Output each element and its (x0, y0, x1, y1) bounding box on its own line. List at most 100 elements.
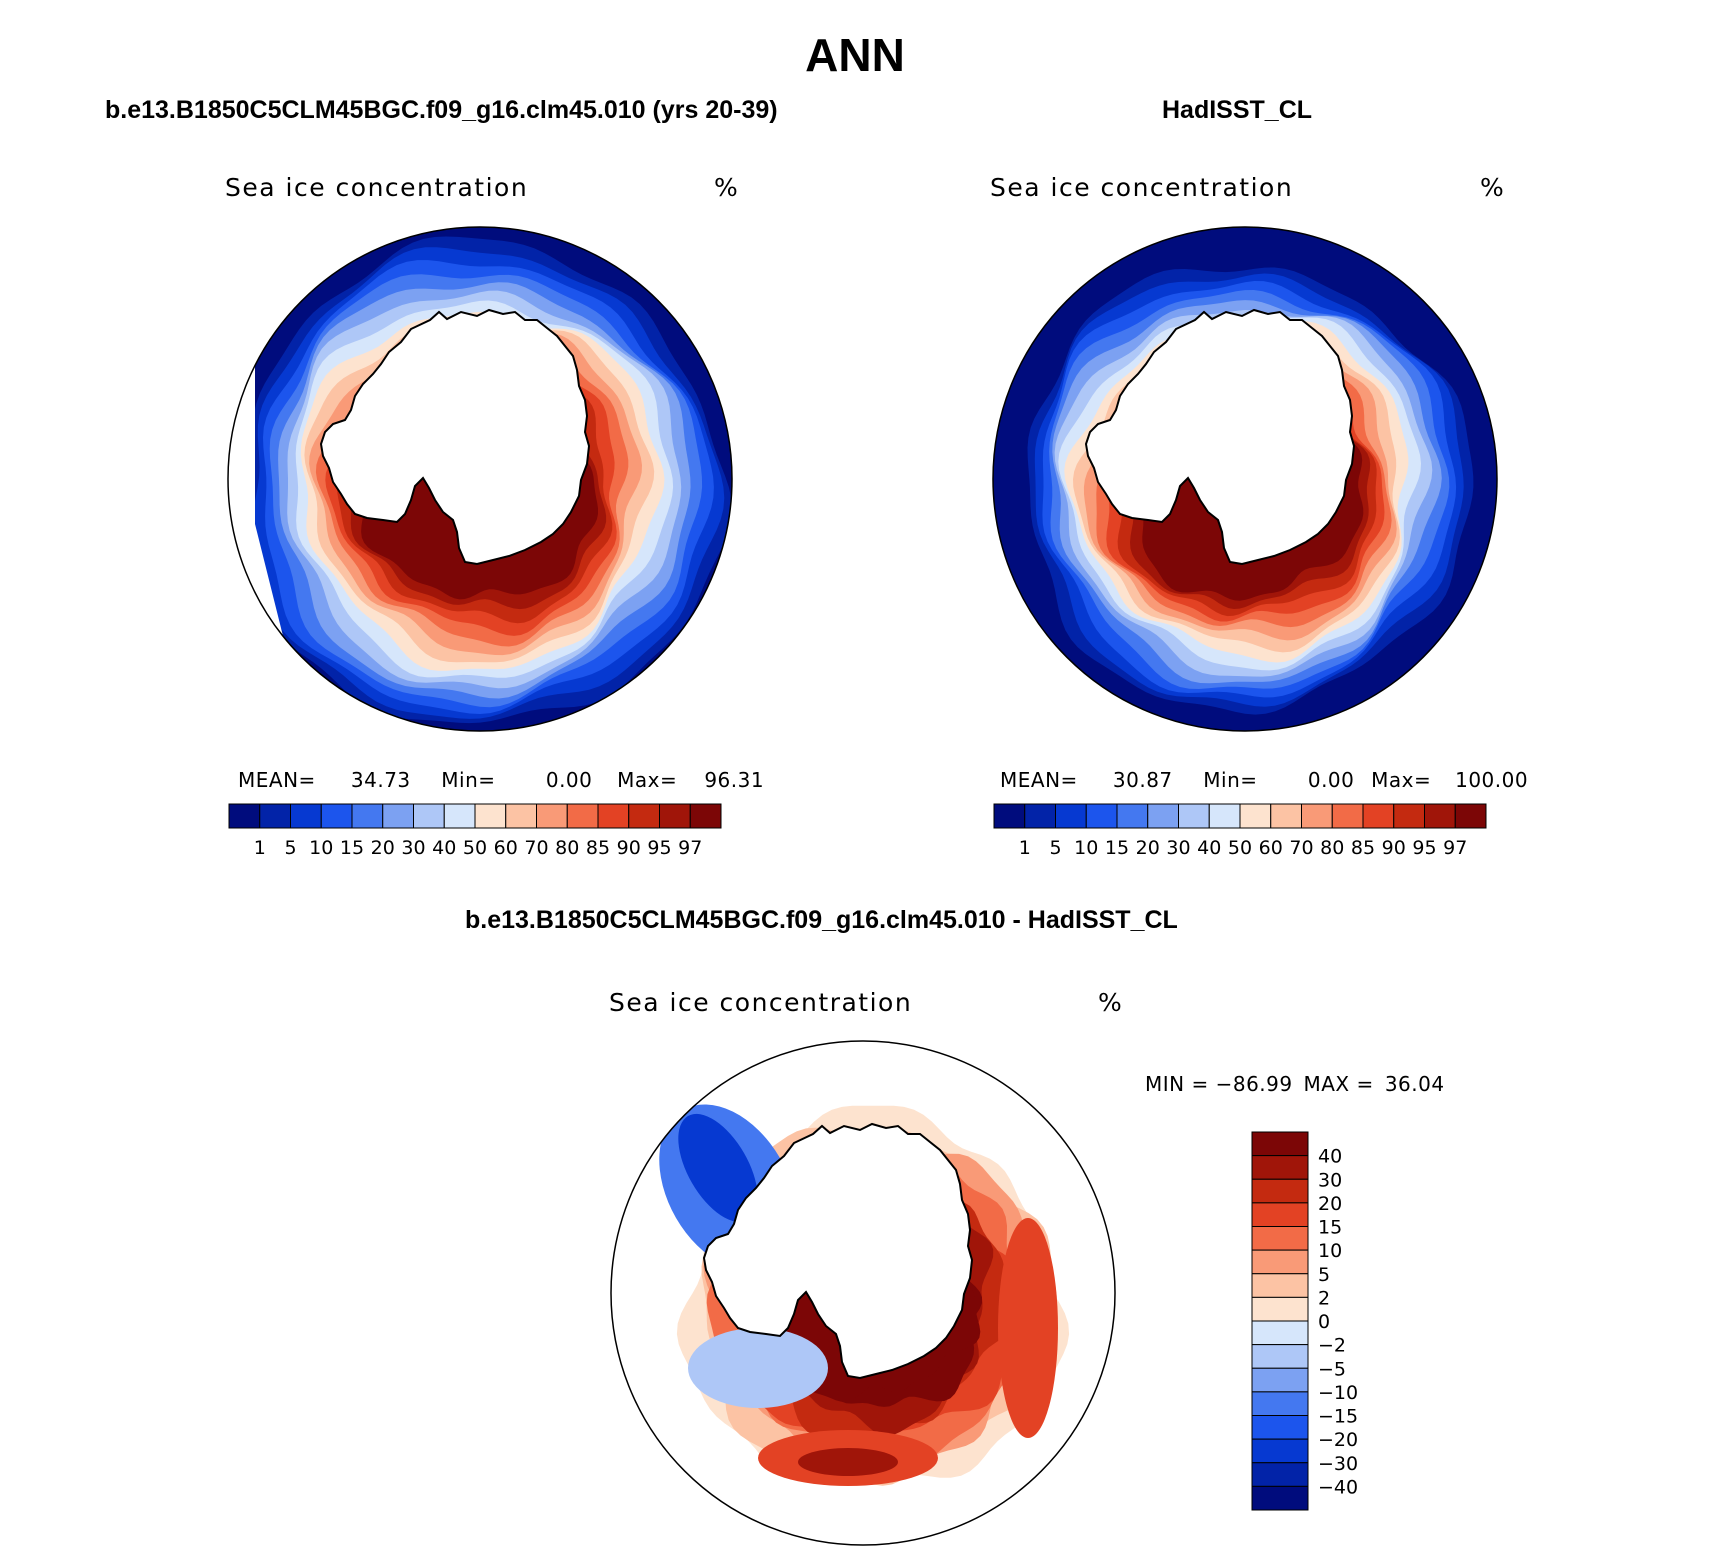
positive-anomaly-patch (998, 1218, 1058, 1438)
right-colorbar-tick-label: 95 (1412, 837, 1436, 859)
left-panel-stats: MEAN= 34.73 Min= 0.00 Max= 96.31 (238, 768, 764, 792)
left-colorbar-tick-label: 95 (647, 837, 671, 859)
left-colorbar-swatch (290, 803, 322, 829)
diff-colorbar-swatch (1251, 1178, 1309, 1204)
right-colorbar-tick-label: 15 (1105, 837, 1129, 859)
right-colorbar-tick-label: 1 (1019, 837, 1031, 859)
left-colorbar-swatch (628, 803, 660, 829)
antarctica-coastline (1084, 308, 1356, 566)
diff-colorbar-swatch (1251, 1438, 1309, 1464)
right-colorbar-tick-label: 40 (1197, 837, 1221, 859)
left-colorbar-tick-label: 5 (284, 837, 296, 859)
left-panel-units-label: % (714, 173, 740, 202)
right-colorbar-swatch (1331, 803, 1364, 829)
diff-colorbar-swatch (1251, 1202, 1309, 1227)
antarctica-coastline (702, 1122, 974, 1380)
diff-colorbar-tick-label: −40 (1318, 1476, 1358, 1498)
right-colorbar-swatch (993, 803, 1026, 829)
diff-min-value: −86.99 (1215, 1072, 1293, 1096)
right-colorbar-swatch (1239, 803, 1272, 829)
diff-colorbar-tick-label: −5 (1318, 1358, 1346, 1380)
right-panel-map (992, 226, 1498, 732)
right-colorbar-swatch (1301, 803, 1333, 829)
left-colorbar-tick-label: 40 (432, 837, 456, 859)
right-mean-label: MEAN= (1000, 768, 1078, 792)
right-max-label: Max= (1371, 768, 1432, 792)
right-colorbar-swatch (1270, 803, 1302, 829)
diff-colorbar-tick-label: −20 (1318, 1429, 1358, 1451)
right-colorbar-swatch (1024, 803, 1056, 829)
left-colorbar-tick-label: 85 (586, 837, 610, 859)
right-panel-variable-label: Sea ice concentration (990, 173, 1294, 202)
left-colorbar-tick-label: 15 (340, 837, 364, 859)
left-panel-map (227, 226, 733, 732)
left-colorbar-tick-label: 90 (617, 837, 641, 859)
left-colorbar-swatch (382, 803, 414, 829)
left-colorbar-tick-label: 80 (555, 837, 579, 859)
left-colorbar-tick-label: 60 (494, 837, 518, 859)
left-panel-case-title: b.e13.B1850C5CLM45BGC.f09_g16.clm45.010 … (105, 96, 778, 124)
left-colorbar-tick-label: 97 (678, 837, 702, 859)
map-boundary (227, 226, 733, 732)
left-colorbar-swatch (351, 803, 384, 829)
map-boundary (992, 226, 1498, 732)
diff-panel-map (610, 1040, 1116, 1546)
right-colorbar-tick-label: 60 (1259, 837, 1283, 859)
diff-colorbar-tick-label: 5 (1318, 1264, 1330, 1286)
diff-colorbar-tick-label: −30 (1318, 1453, 1358, 1475)
left-colorbar-swatch (443, 803, 476, 829)
diff-panel-variable-label: Sea ice concentration (609, 988, 913, 1017)
right-colorbar-swatch (1424, 803, 1456, 829)
diff-colorbar-swatch (1251, 1226, 1309, 1251)
right-colorbar-swatch (1147, 803, 1179, 829)
diff-colorbar-tick-label: 20 (1318, 1193, 1342, 1215)
diff-colorbar-tick-label: 0 (1318, 1311, 1330, 1333)
right-colorbar-tick-label: 30 (1166, 837, 1190, 859)
left-colorbar-tick-label: 20 (371, 837, 395, 859)
diff-colorbar-tick-label: 10 (1318, 1240, 1342, 1262)
left-colorbar-swatch (536, 803, 568, 829)
left-colorbar-tick-label: 30 (401, 837, 425, 859)
diff-colorbar-swatch (1251, 1415, 1309, 1440)
right-colorbar-swatch (1116, 803, 1149, 829)
left-colorbar-swatch (505, 803, 537, 829)
right-colorbar-tick-label: 50 (1228, 837, 1252, 859)
left-colorbar-swatch (689, 803, 722, 829)
right-colorbar-swatch (1055, 803, 1087, 829)
diff-colorbar-tick-label: 15 (1318, 1217, 1342, 1239)
negative-anomaly-patch (688, 1328, 828, 1408)
left-panel-colorbar: 1 5 10 15 20 30 40 50 60 70 80 85 90 95 97 (228, 803, 722, 859)
diff-colorbar-swatch (1251, 1296, 1309, 1322)
diff-colorbar-tick-label: 2 (1318, 1287, 1330, 1309)
right-colorbar-tick-label: 85 (1351, 837, 1375, 859)
right-colorbar-swatch (1178, 803, 1210, 829)
right-min-label: Min= (1203, 768, 1258, 792)
left-min-label: Min= (441, 768, 496, 792)
diff-colorbar-tick-label: −2 (1318, 1335, 1346, 1357)
right-colorbar-tick-label: 70 (1289, 837, 1313, 859)
diff-colorbar-swatch (1251, 1273, 1309, 1298)
diff-panel-units-label: % (1098, 988, 1124, 1017)
left-min-value: 0.00 (545, 768, 593, 792)
figure-title: ANN (805, 29, 905, 81)
left-max-label: Max= (617, 768, 678, 792)
diff-colorbar-swatch (1251, 1462, 1309, 1487)
left-colorbar-swatch (228, 803, 261, 829)
right-colorbar-swatch (1085, 803, 1118, 829)
diff-colorbar-tick-label: 40 (1318, 1146, 1342, 1168)
diff-colorbar-swatch (1251, 1344, 1309, 1369)
right-colorbar-tick-label: 10 (1074, 837, 1098, 859)
diff-max-label: MAX = (1303, 1072, 1374, 1096)
left-colorbar-swatch (597, 803, 630, 829)
left-colorbar-tick-label: 10 (309, 837, 333, 859)
left-colorbar-tick-label: 1 (254, 837, 266, 859)
right-mean-value: 30.87 (1112, 768, 1173, 792)
diff-colorbar-tick-label: 30 (1318, 1169, 1342, 1191)
left-colorbar-swatch (413, 803, 445, 829)
diff-colorbar-swatch (1251, 1485, 1309, 1511)
right-panel-colorbar: 1 5 10 15 20 30 40 50 60 70 80 85 90 95 97 (993, 803, 1487, 859)
diff-colorbar-swatch (1251, 1367, 1309, 1393)
right-colorbar-swatch (1362, 803, 1395, 829)
left-colorbar-swatch (320, 803, 353, 829)
right-min-value: 0.00 (1307, 768, 1355, 792)
